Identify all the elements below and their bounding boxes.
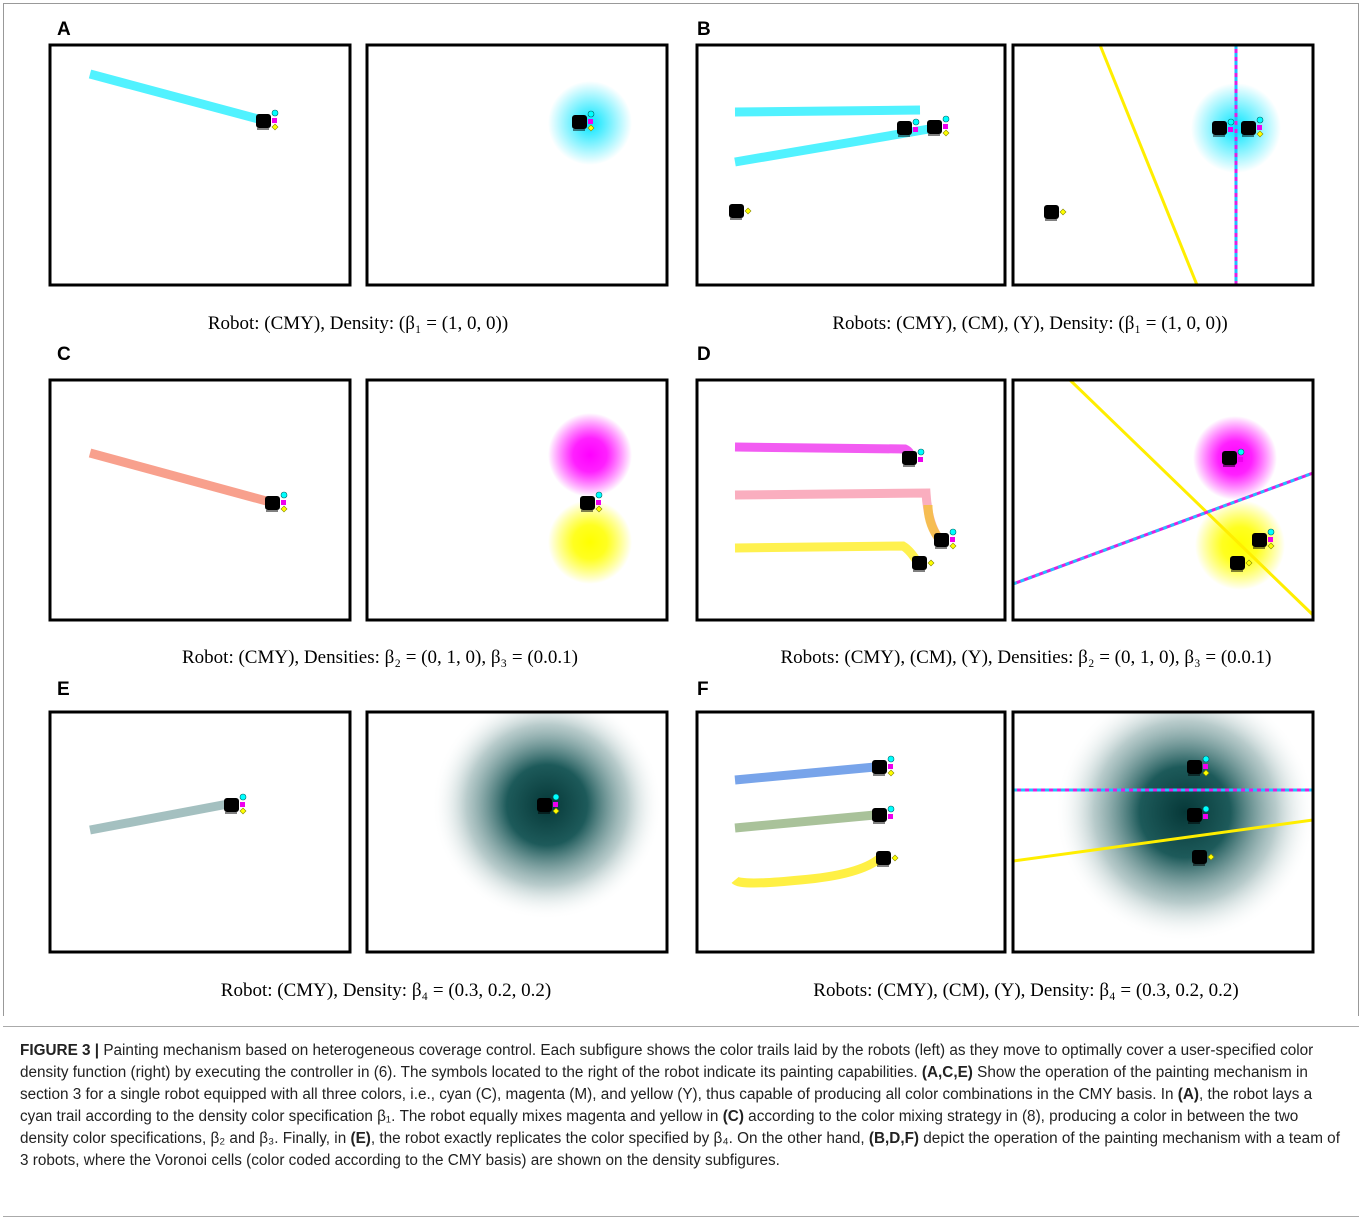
trail bbox=[735, 815, 875, 828]
panel-label: A bbox=[57, 19, 71, 40]
panel-label: E bbox=[57, 679, 70, 700]
panel-box bbox=[50, 380, 350, 620]
robot bbox=[872, 806, 894, 823]
subcaption: Robots: (CMY), (CM), (Y), Densities: β₂ … bbox=[781, 647, 1272, 668]
subcaption: Robots: (CMY), (CM), (Y), Density: (β₁ =… bbox=[832, 313, 1227, 334]
figure: A B Robot: (CMY), Density: (β₁ = (1, 0, … bbox=[0, 0, 1362, 1020]
caption-ref: (A,C,E) bbox=[922, 1064, 973, 1081]
panel-label: B bbox=[697, 19, 711, 40]
caption-ref: (E) bbox=[350, 1130, 370, 1147]
trail bbox=[90, 74, 262, 120]
figure-caption: FIGURE 3 | Painting mechanism based on h… bbox=[20, 1040, 1342, 1172]
subcaption: Robots: (CMY), (CM), (Y), Density: β₄ = … bbox=[813, 980, 1238, 1001]
trail bbox=[735, 546, 918, 563]
panel-box bbox=[1013, 45, 1313, 285]
trail bbox=[735, 110, 920, 112]
panel-box bbox=[50, 45, 350, 285]
robot bbox=[872, 756, 894, 776]
subcaption: Robot: (CMY), Densities: β₂ = (0, 1, 0),… bbox=[182, 647, 578, 668]
panel-label: D bbox=[697, 344, 711, 365]
page: A B Robot: (CMY), Density: (β₁ = (1, 0, … bbox=[0, 0, 1362, 1219]
voronoi-edge bbox=[1100, 45, 1197, 285]
caption-rule bbox=[3, 1026, 1359, 1027]
subcaption: Robot: (CMY), Density: (β₁ = (1, 0, 0)) bbox=[208, 313, 508, 334]
subcaption: Robot: (CMY), Density: β₄ = (0.3, 0.2, 0… bbox=[221, 980, 551, 1001]
trail bbox=[735, 493, 940, 540]
caption-rule bbox=[3, 1216, 1359, 1217]
trail bbox=[90, 453, 270, 502]
panel-label: C bbox=[57, 344, 71, 365]
panel-box bbox=[697, 380, 1005, 620]
robot bbox=[729, 204, 751, 219]
trail bbox=[735, 767, 875, 780]
trail bbox=[735, 447, 910, 460]
robot bbox=[265, 492, 287, 512]
figure-number: FIGURE 3 | bbox=[20, 1042, 99, 1059]
panel-box bbox=[1013, 380, 1313, 620]
robot bbox=[927, 116, 949, 136]
trail bbox=[90, 804, 228, 830]
robot bbox=[876, 851, 898, 866]
panel-box bbox=[367, 380, 667, 620]
density bbox=[548, 413, 632, 497]
robot bbox=[902, 449, 924, 466]
density bbox=[1055, 682, 1315, 942]
panel-label: F bbox=[697, 679, 709, 700]
robot bbox=[1044, 205, 1066, 220]
robot bbox=[912, 556, 934, 571]
trail bbox=[735, 858, 880, 883]
voronoi bbox=[1100, 45, 1281, 285]
caption-ref: (B,D,F) bbox=[869, 1130, 919, 1147]
robot bbox=[224, 794, 246, 814]
caption-ref: (C) bbox=[723, 1108, 744, 1125]
robot bbox=[256, 110, 278, 130]
panel-box bbox=[697, 712, 1005, 952]
voronoi bbox=[1013, 380, 1313, 615]
voronoi bbox=[1013, 682, 1315, 942]
density bbox=[548, 500, 632, 584]
voronoi-edge bbox=[1070, 380, 1313, 615]
caption-ref: (A) bbox=[1178, 1086, 1199, 1103]
caption-text: , the robot exactly replicates the color… bbox=[371, 1130, 869, 1147]
panel-box bbox=[367, 45, 667, 285]
